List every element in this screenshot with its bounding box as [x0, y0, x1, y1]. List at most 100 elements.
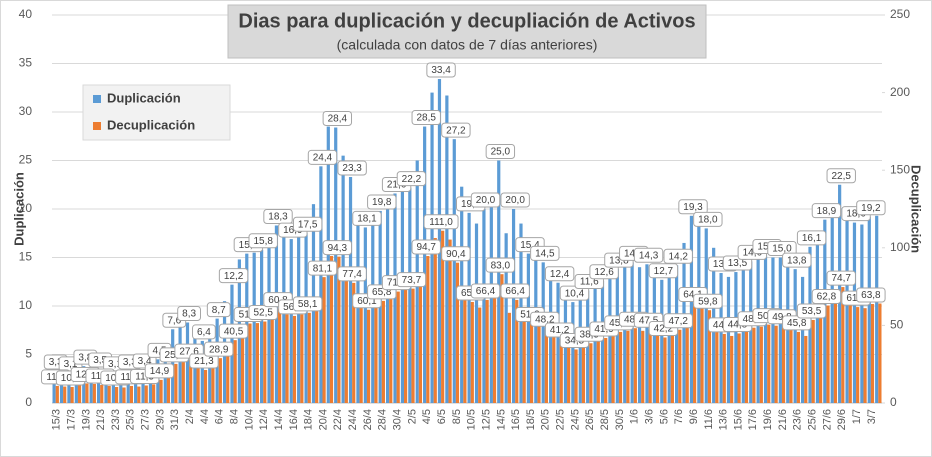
bar: [267, 238, 271, 403]
label-box: [337, 160, 367, 176]
bar: [552, 333, 556, 403]
data-label: 90,4: [446, 249, 466, 260]
bar: [482, 209, 486, 403]
data-label: 65,8: [372, 287, 392, 298]
label-box: [767, 241, 797, 256]
bar: [556, 282, 560, 403]
bar: [730, 335, 734, 403]
bar: [789, 328, 793, 403]
label-box: [411, 110, 441, 126]
x-tick-label: 15/3: [51, 409, 63, 430]
label-box: [663, 248, 693, 264]
data-label: 12,2: [224, 271, 244, 282]
bar: [292, 315, 297, 403]
bar: [781, 325, 786, 403]
x-tick-label: 15/6: [732, 409, 744, 430]
data-label: 3,3: [123, 357, 137, 368]
bar: [697, 218, 701, 403]
bar: [467, 212, 471, 403]
bar: [470, 301, 474, 403]
bar: [563, 296, 568, 403]
label-box: [218, 268, 249, 284]
bar: [707, 310, 712, 403]
data-label: 18,3: [268, 212, 288, 223]
bar: [137, 386, 141, 403]
bar: [144, 385, 148, 403]
x-tick-label: 1/6: [629, 409, 641, 424]
x-tick-label: 22/5: [555, 409, 567, 430]
data-label: 22,5: [832, 171, 852, 182]
bar: [385, 204, 390, 403]
legend-box: [82, 84, 231, 141]
data-label: 52,5: [253, 308, 273, 319]
bar: [759, 326, 763, 403]
bar: [534, 257, 538, 403]
data-label: 81,1: [313, 263, 333, 274]
bar: [774, 325, 778, 403]
data-label: 33,4: [431, 65, 451, 76]
bar: [134, 371, 138, 403]
bar: [329, 256, 334, 403]
y-tick-label: 10: [19, 298, 33, 312]
data-label: 22,2: [402, 174, 422, 185]
bar: [841, 287, 845, 403]
label-box: [352, 210, 382, 226]
label-box: [218, 323, 249, 339]
bar: [255, 323, 259, 403]
x-tick-label: 7/6: [673, 409, 685, 424]
bar: [92, 383, 96, 403]
bar: [196, 365, 200, 403]
label-box: [796, 303, 827, 319]
data-label: 14,2: [668, 251, 688, 262]
bar: [630, 262, 634, 403]
bar: [875, 215, 879, 403]
label-box: [144, 363, 175, 379]
label-box: [559, 285, 590, 301]
label-box: [192, 324, 216, 340]
x-tick-label: 23/3: [110, 409, 122, 430]
data-label: 60,1: [357, 296, 377, 307]
bar: [374, 307, 378, 403]
data-label: 59,8: [698, 296, 718, 307]
label-box: [796, 230, 827, 246]
bar: [693, 303, 697, 403]
data-label: 3,8: [78, 352, 92, 363]
bar: [626, 330, 630, 403]
label-box: [396, 171, 427, 187]
bar: [404, 289, 408, 403]
x-tick-label: 20/4: [317, 409, 329, 430]
y-tick-label: 40: [19, 7, 33, 21]
label-box: [411, 239, 441, 255]
bar: [734, 272, 738, 403]
data-label: 60,8: [268, 295, 288, 306]
y-tick-label: 0: [25, 395, 32, 409]
bar: [504, 233, 508, 403]
data-label: 63,8: [861, 290, 881, 301]
data-labels: 3,3 3,13,8 3,5 3,1 3,3 3,44,57,68,36,48,712,2…: [41, 62, 886, 386]
bar: [749, 261, 753, 403]
y-tick-label: 5: [25, 347, 32, 361]
y2-tick-label: 150: [890, 162, 910, 176]
x-tick-label: 29/3: [154, 409, 166, 430]
bar: [289, 239, 293, 403]
label-box: [811, 203, 842, 219]
bar: [211, 366, 215, 403]
data-label: 27,2: [446, 125, 466, 136]
data-label: 25,0: [491, 147, 511, 158]
label-box: [248, 305, 278, 321]
x-tick-label: 2/5: [406, 409, 418, 424]
legend-swatch: [93, 122, 101, 130]
x-tick-label: 19/3: [80, 409, 92, 430]
legend: Duplicación Decuplicación: [82, 84, 231, 141]
bar: [492, 292, 497, 403]
chart-subtitle: (calculada con datos de 7 días anteriore…: [337, 37, 598, 53]
bar: [678, 329, 682, 403]
bar: [185, 322, 190, 403]
x-tick-label: 18/5: [525, 409, 537, 430]
data-label: 18,0: [698, 215, 718, 226]
bar: [474, 223, 479, 403]
bar: [815, 238, 820, 403]
y2-tick-label: 200: [890, 85, 910, 99]
bar: [448, 239, 452, 403]
